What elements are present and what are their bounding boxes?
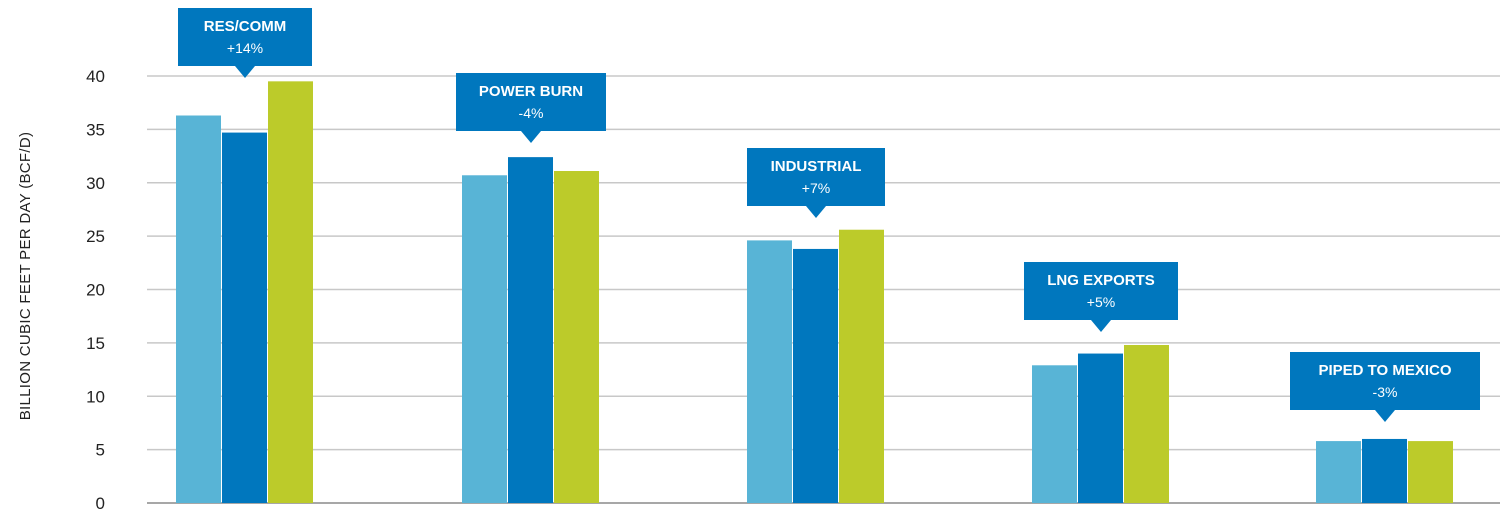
bar bbox=[268, 81, 313, 504]
bar bbox=[222, 132, 267, 503]
callout: PIPED TO MEXICO -3% bbox=[1290, 352, 1480, 422]
bar bbox=[176, 115, 221, 503]
callout-pointer bbox=[235, 66, 255, 78]
y-axis-ticks: 0 5 10 15 20 25 30 35 40 bbox=[86, 67, 105, 512]
bar bbox=[1124, 345, 1169, 503]
callout-box bbox=[747, 148, 885, 206]
callout-pointer bbox=[806, 206, 826, 218]
callout-label: INDUSTRIAL bbox=[771, 158, 862, 175]
bar bbox=[1362, 438, 1407, 503]
y-tick-label: 0 bbox=[96, 494, 105, 512]
callout-label: POWER BURN bbox=[479, 83, 583, 100]
callout-change: -4% bbox=[519, 105, 544, 121]
callout-label: LNG EXPORTS bbox=[1047, 272, 1155, 289]
callout: POWER BURN -4% bbox=[456, 73, 606, 143]
bar bbox=[793, 248, 838, 503]
bar bbox=[1408, 441, 1453, 503]
bar bbox=[1078, 353, 1123, 503]
callout: RES/COMM +14% bbox=[178, 8, 312, 78]
bar bbox=[508, 157, 553, 503]
callout-change: -3% bbox=[1373, 384, 1398, 400]
bar bbox=[1032, 365, 1077, 503]
y-tick-label: 35 bbox=[86, 120, 105, 139]
bar bbox=[554, 171, 599, 503]
bar bbox=[1316, 441, 1361, 503]
y-tick-label: 15 bbox=[86, 334, 105, 353]
callout-box bbox=[456, 73, 606, 131]
y-tick-label: 30 bbox=[86, 174, 105, 193]
callout: LNG EXPORTS +5% bbox=[1024, 262, 1178, 332]
y-axis-label: BILLION CUBIC FEET PER DAY (BCF/D) bbox=[17, 132, 34, 421]
y-tick-label: 5 bbox=[96, 441, 105, 460]
y-tick-label: 25 bbox=[86, 227, 105, 246]
callouts: RES/COMM +14% POWER BURN -4% INDUSTRIAL +7% LN… bbox=[178, 8, 1480, 422]
bar bbox=[839, 229, 884, 503]
callout-pointer bbox=[521, 131, 541, 143]
callout-pointer bbox=[1375, 410, 1395, 422]
callout-label: RES/COMM bbox=[204, 18, 287, 35]
y-tick-label: 20 bbox=[86, 281, 105, 300]
callout: INDUSTRIAL +7% bbox=[747, 148, 885, 218]
y-tick-label: 40 bbox=[86, 67, 105, 86]
y-tick-label: 10 bbox=[86, 387, 105, 406]
callout-box bbox=[1024, 262, 1178, 320]
bar bbox=[747, 240, 792, 503]
callout-change: +14% bbox=[227, 40, 263, 56]
callout-label: PIPED TO MEXICO bbox=[1318, 362, 1451, 379]
bar bbox=[462, 175, 507, 503]
callout-change: +5% bbox=[1087, 294, 1115, 310]
callout-change: +7% bbox=[802, 180, 830, 196]
callout-pointer bbox=[1091, 320, 1111, 332]
callout-box bbox=[178, 8, 312, 66]
callout-box bbox=[1290, 352, 1480, 410]
bars bbox=[176, 81, 1453, 504]
